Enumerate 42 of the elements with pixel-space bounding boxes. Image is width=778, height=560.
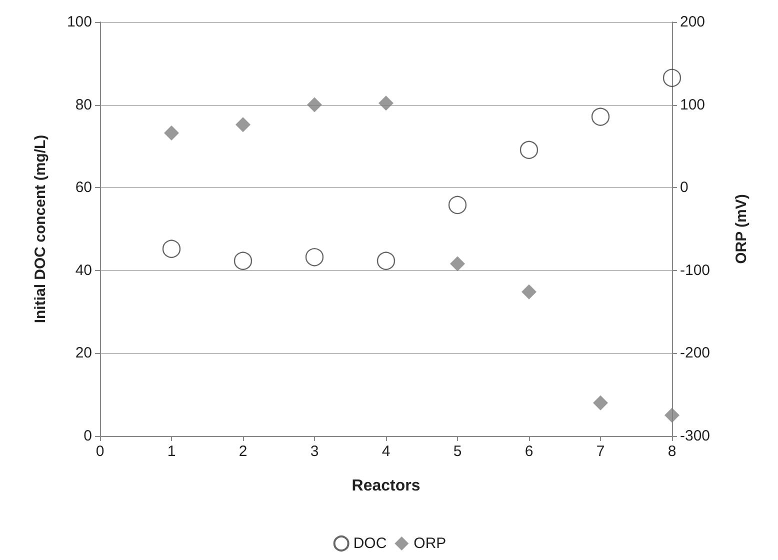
legend-label: DOC	[353, 535, 387, 552]
point	[591, 108, 610, 126]
y2-tick-label: 200	[680, 14, 706, 30]
y2-axis-title: ORP (mV)	[733, 194, 750, 264]
y2-tick-label: -100	[680, 262, 710, 279]
x-axis-title: Reactors	[352, 478, 420, 494]
point	[593, 395, 608, 410]
y2-tick-label: -200	[680, 344, 710, 362]
point	[164, 125, 179, 140]
legend-label: ORP	[414, 535, 446, 552]
point	[662, 68, 682, 87]
point	[376, 252, 396, 270]
x-tick-label: 8	[668, 443, 676, 460]
point	[305, 248, 324, 266]
y-axis-title: Initial DOC concent (mg/L)	[32, 134, 49, 324]
y-tick-label: 0	[84, 428, 92, 444]
point	[307, 97, 322, 112]
y2-tick-label: 0	[680, 179, 688, 196]
point	[664, 408, 680, 423]
x-tick-label: 3	[310, 443, 319, 460]
x-tick-label: 2	[238, 443, 248, 460]
x-tick-label: 0	[96, 443, 104, 460]
x-tick-label: 5	[453, 443, 462, 460]
y-tick-label: 80	[75, 96, 92, 114]
y2-tick-label: -300	[680, 428, 710, 444]
y-tick-label: 40	[75, 262, 92, 279]
y-tick-label: 20	[75, 344, 92, 362]
point	[236, 117, 250, 132]
point	[450, 256, 465, 272]
point	[448, 196, 467, 214]
y-tick-label: 60	[75, 179, 92, 196]
point	[234, 252, 252, 270]
point	[522, 284, 536, 300]
y2-tick-label: 100	[680, 96, 706, 114]
point	[162, 240, 181, 258]
point	[378, 96, 394, 111]
x-tick-label: 4	[382, 443, 390, 460]
x-tick-label: 6	[524, 443, 534, 460]
point	[520, 140, 538, 160]
y-tick-label: 100	[66, 14, 92, 30]
x-tick-label: 1	[167, 443, 176, 460]
x-tick-label: 7	[596, 443, 605, 460]
